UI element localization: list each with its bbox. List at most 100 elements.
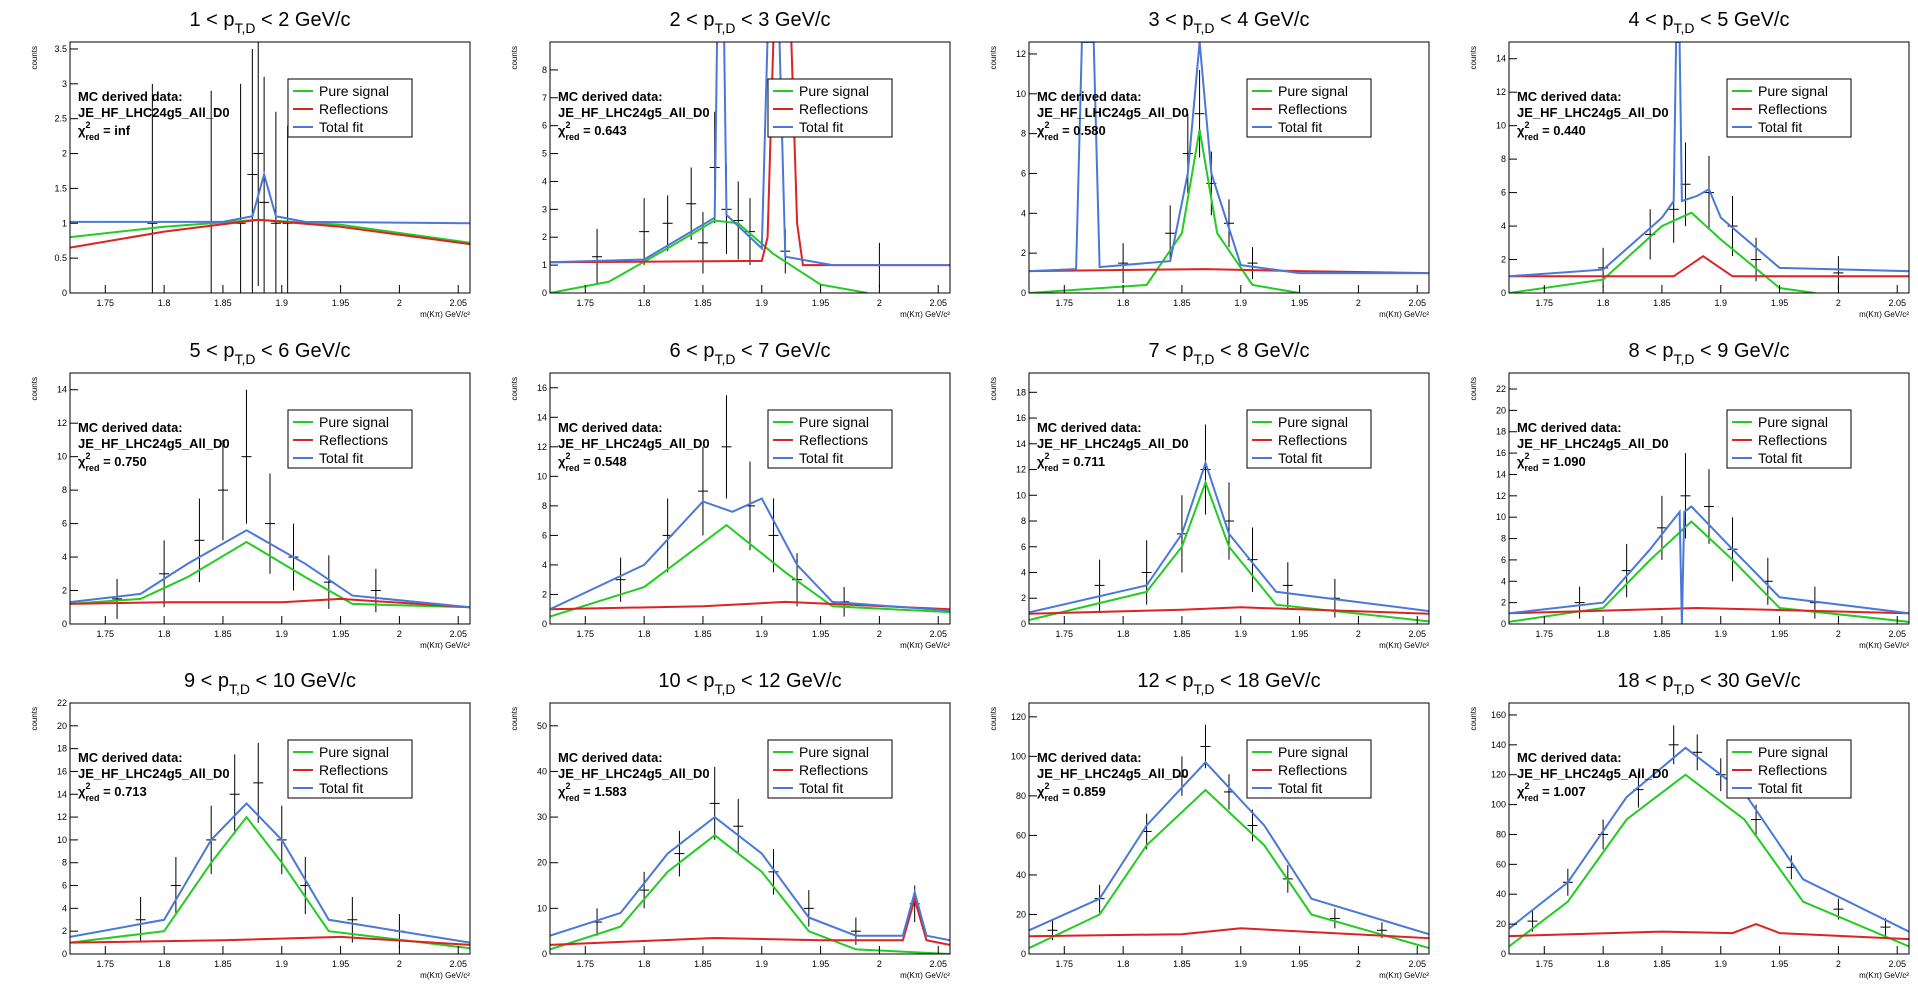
info-line-1: MC derived data: xyxy=(78,750,183,765)
title-subscript: T,D xyxy=(714,351,735,367)
x-tick-label: 2 xyxy=(876,298,881,308)
legend-label-refl: Reflections xyxy=(319,762,388,778)
data-point xyxy=(1194,69,1205,158)
legend: Pure signal Reflections Total fit xyxy=(1725,409,1851,469)
legend-label-refl: Reflections xyxy=(1757,762,1826,778)
chi2-value: = 0.750 xyxy=(99,454,146,469)
y-tick-label: 10 xyxy=(1016,89,1026,99)
curve-refl xyxy=(70,936,470,947)
x-tick-label: 1.75 xyxy=(576,629,594,639)
curve-pure xyxy=(1508,773,1909,948)
y-tick-label: 16 xyxy=(1496,448,1506,458)
chi2-label: χ2 red = 0.750 xyxy=(78,451,147,473)
legend-label-refl: Reflections xyxy=(798,432,867,448)
data-point xyxy=(159,539,170,607)
title-subscript: T,D xyxy=(1673,351,1694,367)
legend: Pure signal Reflections Total fit xyxy=(287,409,413,469)
chi2-symbol: χ xyxy=(558,123,566,138)
y-tick-label: 20 xyxy=(1496,405,1506,415)
legend-label-pure: Pure signal xyxy=(319,744,389,760)
curve-total xyxy=(549,496,950,612)
x-tick-label: 1.9 xyxy=(1714,629,1727,639)
plot-frame xyxy=(1028,372,1430,625)
chi2-label: χ2 red = 1.090 xyxy=(1517,451,1586,473)
x-tick-label: 1.9 xyxy=(276,959,289,969)
chi2-value: = 0.643 xyxy=(579,123,626,138)
y-tick-label: 40 xyxy=(1016,870,1026,880)
chi2-label: χ2 red = inf xyxy=(78,120,131,142)
y-tick-label: 20 xyxy=(57,721,67,731)
y-tick-label: 30 xyxy=(537,812,547,822)
chi2-label: χ2 red = 0.859 xyxy=(1037,781,1106,803)
x-tick-label: 2.05 xyxy=(1408,629,1426,639)
y-tick-label: 2 xyxy=(62,585,67,595)
y-tick-label: 10 xyxy=(1496,121,1506,131)
curve-total xyxy=(70,802,470,944)
legend-label-pure: Pure signal xyxy=(1757,83,1827,99)
data-point xyxy=(732,799,743,854)
panel-title: 7 < pT,D < 8 GeV/c xyxy=(1149,340,1310,367)
x-tick-label: 1.95 xyxy=(1770,959,1788,969)
y-tick-label: 4 xyxy=(62,552,67,562)
y-tick-label: 0 xyxy=(62,949,67,959)
y-tick-label: 2 xyxy=(542,232,547,242)
y-tick-label: 0 xyxy=(542,288,547,298)
legend-label-refl: Reflections xyxy=(1278,432,1347,448)
data-point xyxy=(1247,810,1258,842)
curve-total xyxy=(70,170,470,225)
data-point xyxy=(1597,247,1608,288)
panel-title: 18 < pT,D < 30 GeV/c xyxy=(1617,670,1800,697)
data-point xyxy=(206,90,217,293)
curve-refl xyxy=(549,895,950,947)
info-line-1: MC derived data: xyxy=(1517,750,1622,765)
y-tick-label: 0.5 xyxy=(55,253,67,263)
info-line-2: JE_HF_LHC24g5_All_D0 xyxy=(78,766,230,781)
fit-panel-3: 3 < pT,D < 4 GeV/c 0 2 4 6 8 10 12 1.75 1.8 1.85 1.… xyxy=(989,9,1430,319)
y-axis-label: counts xyxy=(510,707,519,731)
y-tick-label: 60 xyxy=(1496,860,1506,870)
title-text: < 12 GeV/c xyxy=(735,670,841,692)
x-tick-label: 2.05 xyxy=(449,629,467,639)
x-tick-label: 2.05 xyxy=(929,298,947,308)
legend: Pure signal Reflections Total fit xyxy=(766,739,892,799)
x-tick-label: 1.9 xyxy=(755,629,768,639)
y-tick-label: 2.5 xyxy=(55,114,67,124)
y-tick-label: 6 xyxy=(542,121,547,131)
x-tick-label: 2 xyxy=(1356,959,1361,969)
x-tick-label: 1.9 xyxy=(1235,959,1248,969)
curve-pure xyxy=(549,219,868,293)
data-point xyxy=(112,578,123,619)
x-tick-label: 1.95 xyxy=(332,629,350,639)
x-tick-label: 2 xyxy=(397,629,402,639)
legend: Pure signal Reflections Total fit xyxy=(1725,78,1851,138)
curve-total xyxy=(1508,746,1909,933)
y-axis-label: counts xyxy=(30,46,39,70)
x-tick-label: 2.05 xyxy=(1888,629,1906,639)
x-tick-label: 1.9 xyxy=(1235,298,1248,308)
chi2-label: χ2 red = 0.440 xyxy=(1517,120,1586,142)
data-point xyxy=(1703,155,1714,230)
title-text: < 8 GeV/c xyxy=(1215,340,1310,362)
chi2-value: = 1.007 xyxy=(1538,784,1585,799)
x-tick-label: 1.95 xyxy=(1291,629,1309,639)
legend: Pure signal Reflections Total fit xyxy=(1246,78,1372,138)
curve-pure xyxy=(549,834,950,955)
plot-area xyxy=(70,743,470,950)
y-tick-label: 4 xyxy=(542,560,547,570)
x-tick-label: 1.75 xyxy=(97,959,115,969)
y-tick-label: 0 xyxy=(1501,949,1506,959)
legend-label-pure: Pure signal xyxy=(1757,414,1827,430)
curve-pure xyxy=(1508,211,1815,293)
y-tick-label: 4 xyxy=(1501,221,1506,231)
title-text: 12 < p xyxy=(1137,670,1193,692)
curve-refl xyxy=(549,600,950,610)
x-tick-label: 1.8 xyxy=(158,298,171,308)
plot-frame xyxy=(1028,41,1430,294)
data-point xyxy=(1165,205,1176,262)
x-axis-label: m(Kπ) GeV/c² xyxy=(420,641,470,650)
fit-panel-7: 7 < pT,D < 8 GeV/c 0 2 4 6 8 10 12 14 16 18 1.75 1.8… xyxy=(989,340,1430,650)
data-point xyxy=(662,195,673,252)
title-text: 9 < p xyxy=(184,670,229,692)
data-point xyxy=(347,897,358,943)
